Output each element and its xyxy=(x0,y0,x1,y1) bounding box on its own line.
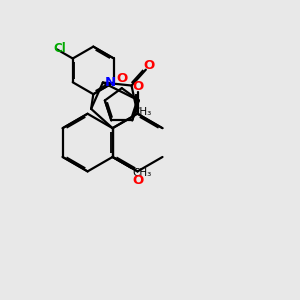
Text: N: N xyxy=(104,76,116,89)
Text: O: O xyxy=(132,174,143,187)
Text: CH₃: CH₃ xyxy=(132,168,152,178)
Text: O: O xyxy=(132,80,143,94)
Text: CH₃: CH₃ xyxy=(132,107,152,117)
Text: O: O xyxy=(144,59,155,72)
Text: O: O xyxy=(116,72,128,85)
Text: Cl: Cl xyxy=(53,42,66,55)
